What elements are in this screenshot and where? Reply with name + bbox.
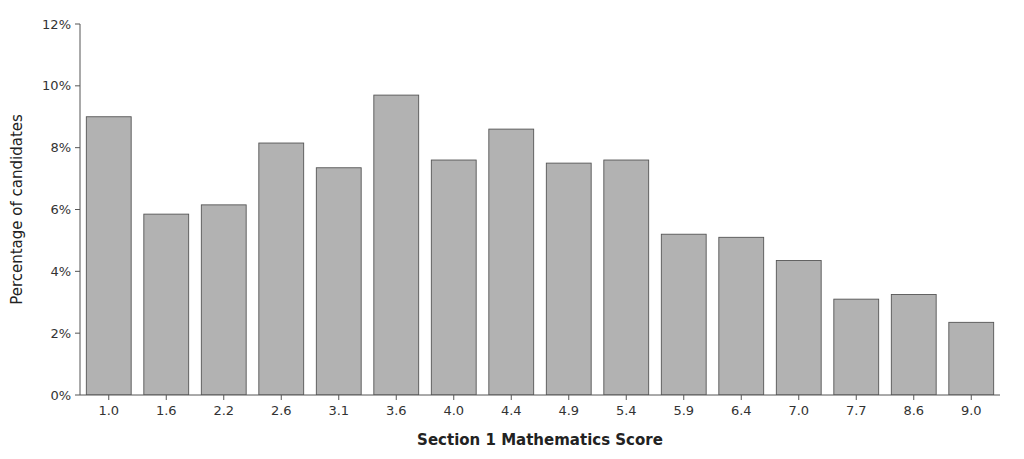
- y-tick-label: 0%: [50, 388, 71, 403]
- bar: [489, 129, 534, 395]
- bar: [316, 168, 361, 395]
- x-tick-label: 2.2: [213, 403, 234, 418]
- chart-container: 0% 2% 4% 6% 8% 10% 12% 1.0 1.6 2.2 2.6 3.1 3.6 4.0 4.4…: [0, 0, 1024, 459]
- x-tick: [338, 395, 339, 400]
- x-tick-label: 5.9: [673, 403, 694, 418]
- y-tick: [75, 209, 80, 210]
- x-tick-label: 8.6: [903, 403, 924, 418]
- x-tick: [798, 395, 799, 400]
- axes: 0% 2% 4% 6% 8% 10% 12% 1.0 1.6 2.2 2.6 3.1 3.6 4.0 4.4…: [42, 17, 1000, 419]
- x-axis-label: Section 1 Mathematics Score: [417, 431, 663, 449]
- x-tick: [626, 395, 627, 400]
- x-tick: [971, 395, 972, 400]
- x-tick: [108, 395, 109, 400]
- x-tick: [281, 395, 282, 400]
- x-tick-label: 1.0: [98, 403, 119, 418]
- y-tick: [75, 333, 80, 334]
- x-tick: [683, 395, 684, 400]
- bar: [719, 237, 764, 395]
- bar: [201, 205, 246, 395]
- y-tick: [75, 85, 80, 86]
- y-tick-label: 8%: [50, 140, 71, 155]
- x-tick-label: 4.9: [558, 403, 579, 418]
- y-tick: [75, 271, 80, 272]
- y-tick: [75, 147, 80, 148]
- x-tick: [396, 395, 397, 400]
- x-tick: [453, 395, 454, 400]
- x-tick-label: 7.0: [788, 403, 809, 418]
- x-tick-label: 6.4: [731, 403, 752, 418]
- bar: [86, 117, 131, 395]
- x-tick-label: 7.7: [846, 403, 867, 418]
- bar: [891, 295, 936, 395]
- y-tick-label: 2%: [50, 326, 71, 341]
- bar: [546, 163, 591, 395]
- x-tick: [511, 395, 512, 400]
- y-tick-label: 12%: [42, 17, 71, 32]
- y-axis-label: Percentage of candidates: [8, 114, 26, 305]
- y-tick-label: 6%: [50, 202, 71, 217]
- y-tick-label: 4%: [50, 264, 71, 279]
- x-tick-label: 3.1: [328, 403, 349, 418]
- y-tick: [75, 395, 80, 396]
- bar: [949, 322, 994, 395]
- x-tick-label: 1.6: [156, 403, 177, 418]
- x-axis-line: [80, 395, 1000, 396]
- x-tick: [741, 395, 742, 400]
- y-tick-label: 10%: [42, 78, 71, 93]
- x-tick-label: 2.6: [271, 403, 292, 418]
- y-tick: [75, 24, 80, 25]
- x-tick: [223, 395, 224, 400]
- bar: [431, 160, 476, 395]
- x-tick: [166, 395, 167, 400]
- x-tick: [856, 395, 857, 400]
- x-tick-label: 3.6: [386, 403, 407, 418]
- x-tick-label: 4.4: [501, 403, 522, 418]
- bar: [661, 234, 706, 395]
- x-tick: [568, 395, 569, 400]
- x-tick-label: 5.4: [616, 403, 637, 418]
- bar: [144, 214, 189, 395]
- bar: [374, 95, 419, 395]
- bar: [776, 261, 821, 395]
- bar: [604, 160, 649, 395]
- bar: [834, 299, 879, 395]
- chart-svg: 0% 2% 4% 6% 8% 10% 12% 1.0 1.6 2.2 2.6 3.1 3.6 4.0 4.4…: [0, 0, 1024, 459]
- x-tick: [913, 395, 914, 400]
- x-tick-label: 9.0: [961, 403, 982, 418]
- x-tick-label: 4.0: [443, 403, 464, 418]
- bar: [259, 143, 304, 395]
- bars: [86, 95, 993, 395]
